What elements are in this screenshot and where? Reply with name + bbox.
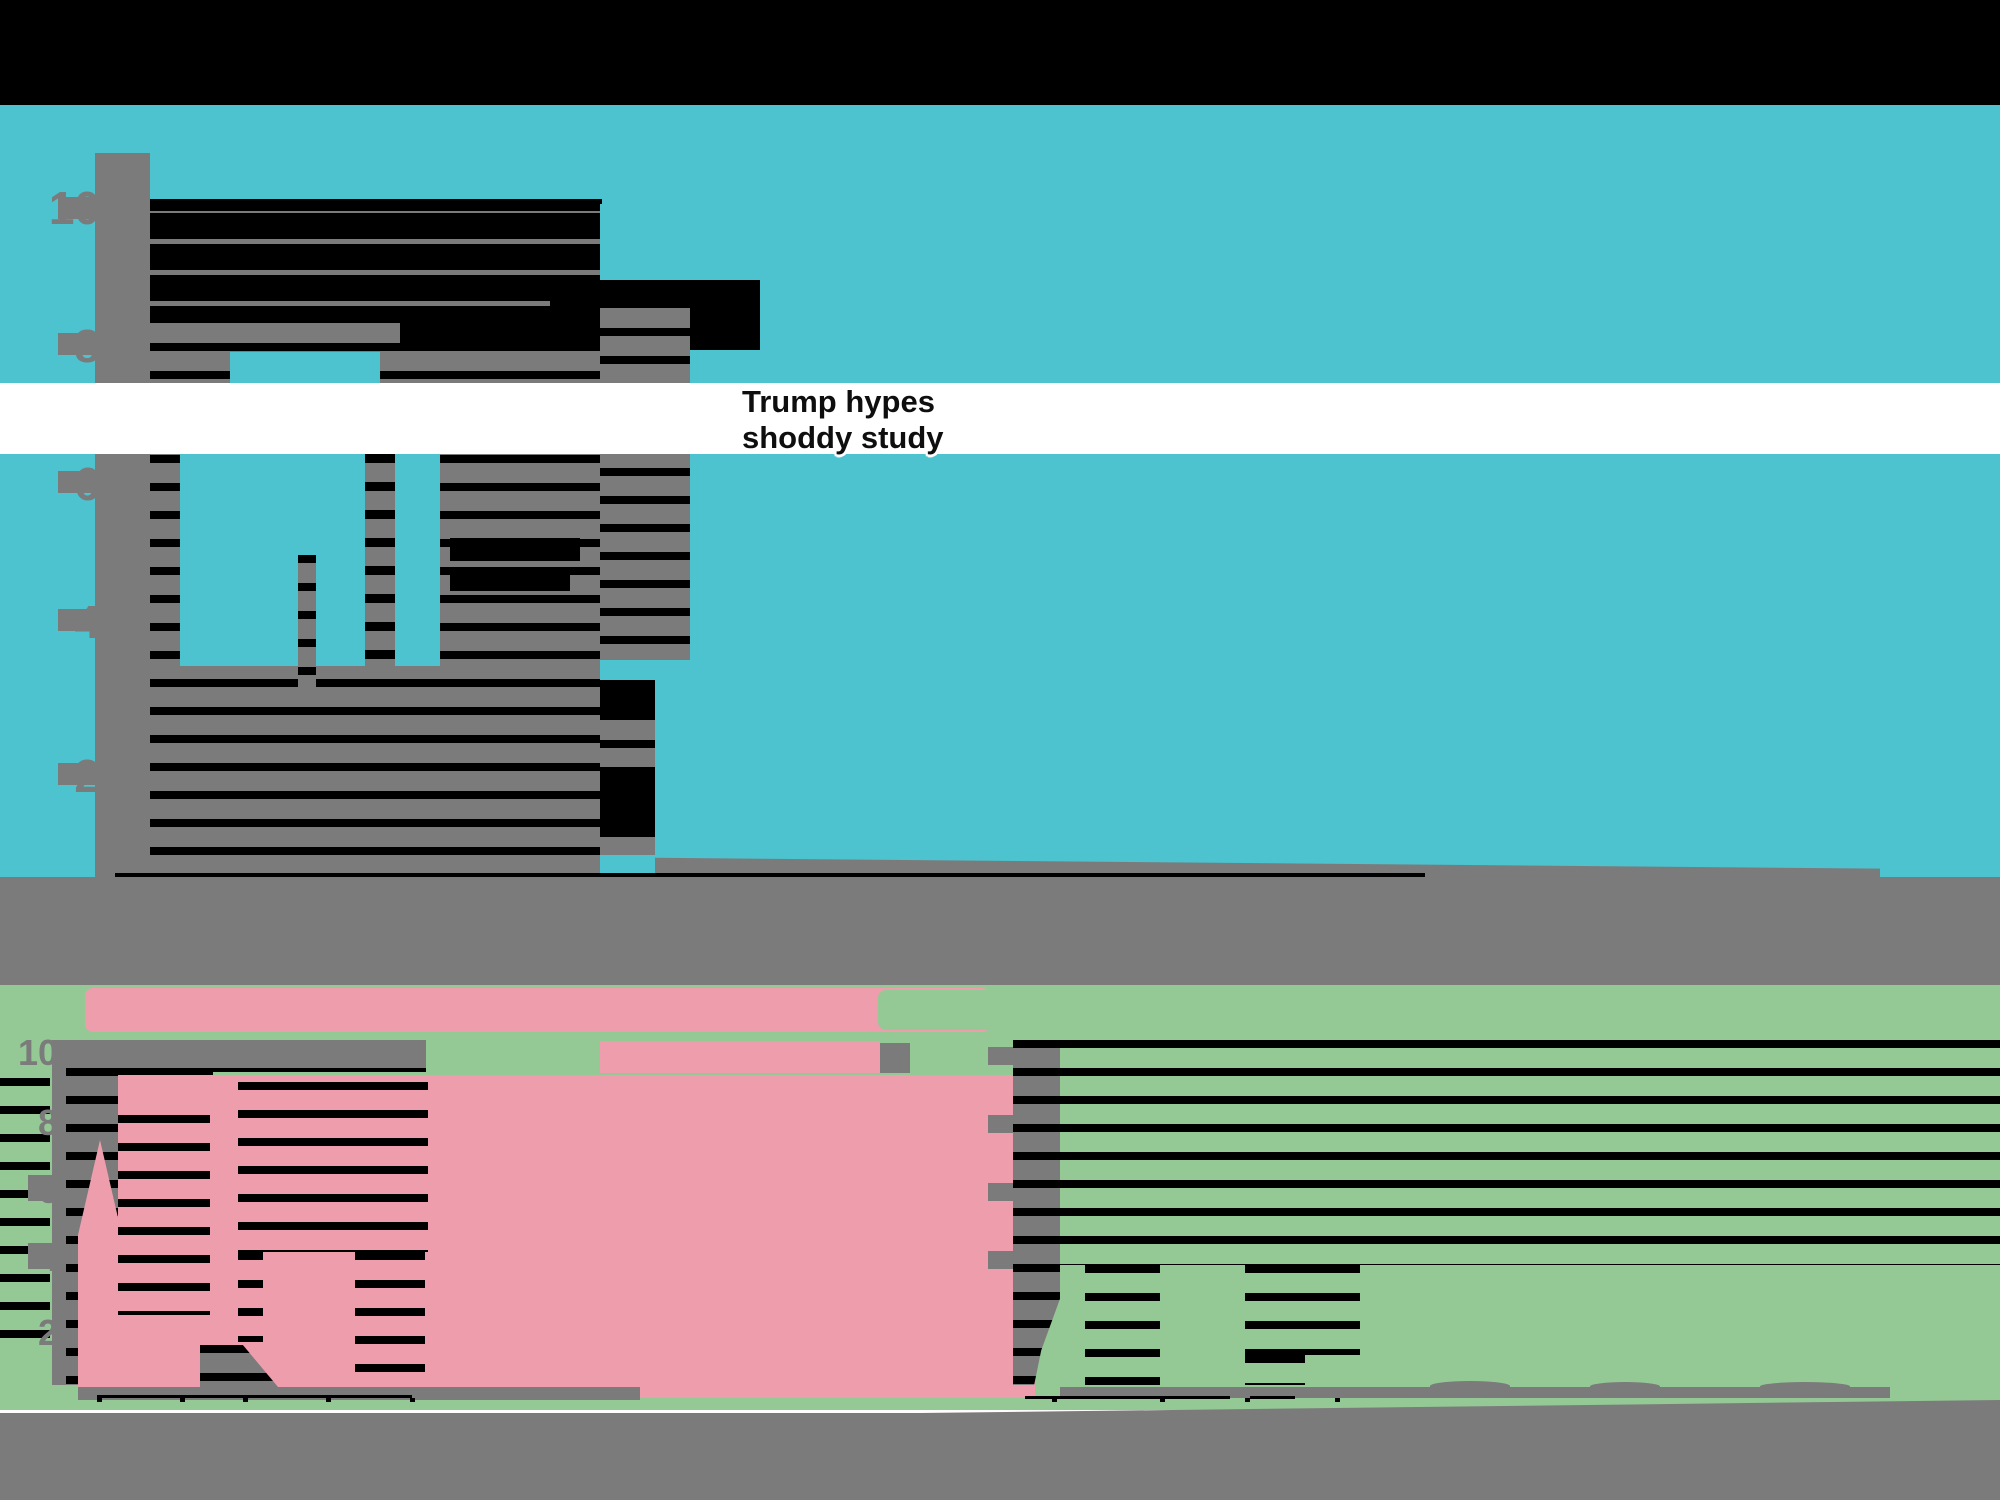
bl-pink-stripes xyxy=(355,1252,425,1385)
bl-top-strip-line xyxy=(66,1068,426,1072)
right-ylabel-blob xyxy=(880,1043,910,1073)
bl-tick-dot xyxy=(410,1398,415,1402)
main-x-axis-line xyxy=(115,873,1425,877)
br-tick-nub xyxy=(988,1047,1014,1065)
br-green-stripes-mid xyxy=(1245,1265,1360,1355)
main-teal-valley xyxy=(395,454,440,666)
bl-pink-bottom xyxy=(640,1387,1035,1398)
main-xaxis-band xyxy=(0,877,2000,985)
bl-tick-dot xyxy=(180,1398,185,1402)
br-green-stripes-left xyxy=(1085,1265,1160,1385)
br-green-stripes-small xyxy=(1245,1355,1305,1385)
main-teal-valley xyxy=(230,352,380,384)
left-title-blob xyxy=(85,988,990,1032)
bl-tick-dot xyxy=(243,1398,248,1402)
left-title-blob2 xyxy=(600,1041,880,1073)
br-tick-dot xyxy=(1335,1398,1340,1402)
main-drop-column xyxy=(600,300,690,660)
br-tick-nub xyxy=(988,1115,1014,1133)
main-black-rows xyxy=(150,213,600,315)
main-area-top-border xyxy=(150,199,602,204)
main-tick-nub xyxy=(58,197,106,219)
main-valley-ticks xyxy=(365,454,395,666)
br-tick-dot xyxy=(1052,1398,1057,1402)
br-green-stripes-wide xyxy=(1060,1040,2000,1265)
bl-ytick-8: 8 xyxy=(37,1102,58,1143)
main-black-blob xyxy=(400,320,760,350)
bottom-section: 10 8 6 4 2 xyxy=(0,985,2000,1410)
main-drop-column-low xyxy=(600,829,655,855)
main-tick-nub xyxy=(58,763,106,785)
footer-band xyxy=(0,1413,2000,1500)
br-tick-dot xyxy=(1245,1398,1250,1402)
br-tick-nub xyxy=(988,1251,1014,1269)
bl-margin-stripes xyxy=(0,1078,50,1348)
bl-y-spine xyxy=(52,1040,66,1385)
header-bar xyxy=(0,0,2000,105)
bl-pink-stripes xyxy=(238,1082,428,1252)
br-x-axis-dash xyxy=(1250,1396,1295,1399)
bl-ytick-2: 2 xyxy=(37,1312,58,1353)
main-drop-black xyxy=(600,767,655,829)
br-tail-bump xyxy=(1590,1382,1660,1391)
main-tick-nub xyxy=(58,609,106,631)
bl-pink-stripes xyxy=(238,1252,263,1342)
bl-pink-stripes xyxy=(118,1115,210,1315)
main-teal-valley xyxy=(180,454,365,666)
br-tail-bump xyxy=(1760,1382,1850,1391)
main-gray-spike xyxy=(298,555,316,690)
annotation-line2: shoddy study xyxy=(742,420,944,455)
main-tick-nub xyxy=(58,333,106,355)
bl-ytick-10: 10 xyxy=(17,1032,58,1073)
br-tail-bump xyxy=(1430,1381,1510,1391)
right-title-blob xyxy=(878,990,1070,1030)
br-tick-dot xyxy=(1160,1398,1165,1402)
main-y-spine xyxy=(95,153,150,877)
annotation-line1: Trump hypes xyxy=(742,384,935,419)
bl-tick-dot xyxy=(97,1398,102,1402)
bl-tick-dot xyxy=(326,1398,331,1402)
main-black-blob xyxy=(450,538,580,561)
main-tick-nub xyxy=(58,471,106,493)
callout-band xyxy=(0,383,2000,454)
br-tick-nub xyxy=(988,1183,1014,1201)
main-drop-column-low xyxy=(600,712,655,767)
bl-top-strip xyxy=(66,1040,426,1072)
main-chart: 10 8 6 4 2 xyxy=(0,105,2000,877)
bl-axis-tail xyxy=(78,1387,640,1400)
main-drop-black xyxy=(600,680,655,712)
bl-pink-wedge-base xyxy=(78,1235,122,1387)
br-axis-tail xyxy=(1060,1387,1890,1398)
main-black-blob xyxy=(450,568,570,591)
br-x-axis-line xyxy=(1025,1396,1230,1399)
bl-x-axis-line xyxy=(97,1395,412,1398)
